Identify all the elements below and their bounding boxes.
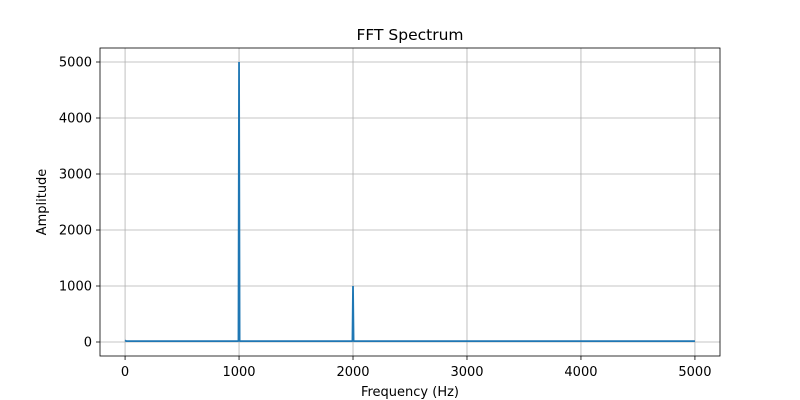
y-tick-label: 1000	[59, 280, 92, 295]
x-tick-label: 0	[121, 365, 129, 380]
x-tick-label: 3000	[450, 365, 483, 380]
grid	[100, 48, 720, 356]
plot-frame	[99, 47, 721, 357]
series-line	[124, 61, 695, 343]
y-tick-label: 5000	[59, 56, 92, 71]
x-axis-label: Frequency (Hz)	[361, 385, 459, 400]
x-tick-label: 1000	[222, 365, 255, 380]
chart-title: FFT Spectrum	[356, 26, 463, 44]
x-tick-label: 2000	[336, 365, 369, 380]
series-layer	[124, 61, 695, 343]
y-axis-label: Amplitude	[35, 169, 50, 236]
y-tick-label: 4000	[59, 112, 92, 127]
y-tick-label: 0	[84, 336, 92, 351]
x-tick-label: 5000	[678, 365, 711, 380]
y-tick-label: 2000	[59, 224, 92, 239]
x-tick-label: 4000	[564, 365, 597, 380]
y-tick-label: 3000	[59, 168, 92, 183]
ticks: 0 1000 2000 3000 4000 5000 0 1000 2000 3000 4000 50…	[59, 56, 712, 381]
